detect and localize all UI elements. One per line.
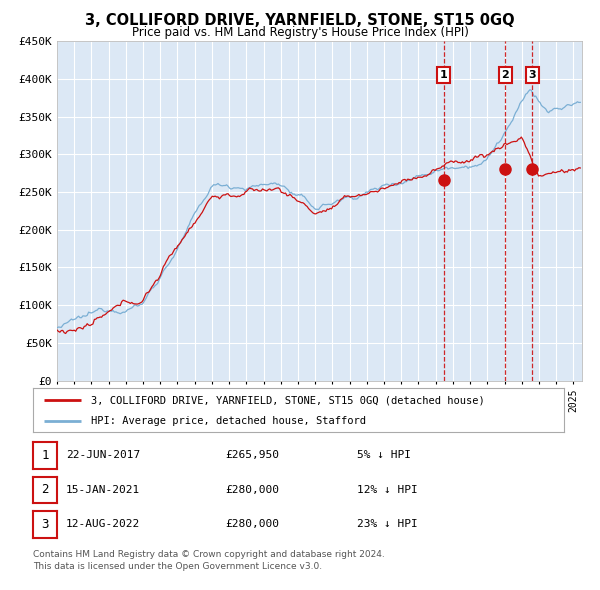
Text: 5% ↓ HPI: 5% ↓ HPI [357,450,411,460]
Text: £280,000: £280,000 [225,484,279,494]
Text: 2: 2 [41,483,49,496]
Text: Contains HM Land Registry data © Crown copyright and database right 2024.: Contains HM Land Registry data © Crown c… [33,550,385,559]
Text: 3, COLLIFORD DRIVE, YARNFIELD, STONE, ST15 0GQ: 3, COLLIFORD DRIVE, YARNFIELD, STONE, ST… [85,13,515,28]
Text: 22-JUN-2017: 22-JUN-2017 [66,450,140,460]
Text: 3, COLLIFORD DRIVE, YARNFIELD, STONE, ST15 0GQ (detached house): 3, COLLIFORD DRIVE, YARNFIELD, STONE, ST… [91,395,485,405]
Text: 15-JAN-2021: 15-JAN-2021 [66,484,140,494]
Text: 12-AUG-2022: 12-AUG-2022 [66,519,140,529]
Text: Price paid vs. HM Land Registry's House Price Index (HPI): Price paid vs. HM Land Registry's House … [131,26,469,39]
Text: 23% ↓ HPI: 23% ↓ HPI [357,519,418,529]
Text: HPI: Average price, detached house, Stafford: HPI: Average price, detached house, Staf… [91,416,367,426]
Text: 3: 3 [529,70,536,80]
Text: £265,950: £265,950 [225,450,279,460]
Text: 1: 1 [41,449,49,462]
Text: £280,000: £280,000 [225,519,279,529]
Text: 3: 3 [41,517,49,530]
Text: This data is licensed under the Open Government Licence v3.0.: This data is licensed under the Open Gov… [33,562,322,571]
Text: 2: 2 [502,70,509,80]
Text: 1: 1 [440,70,448,80]
Text: 12% ↓ HPI: 12% ↓ HPI [357,484,418,494]
